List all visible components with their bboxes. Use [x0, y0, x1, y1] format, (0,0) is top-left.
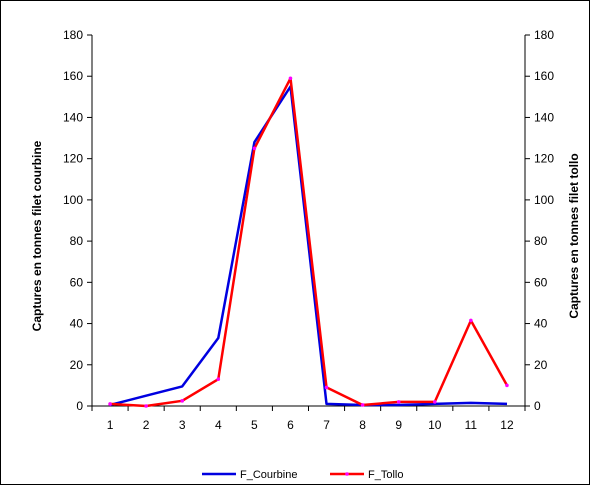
data-point-f-tollo	[180, 399, 185, 403]
x-tick-label: 11	[465, 418, 478, 432]
data-point-f-tollo	[469, 318, 473, 323]
y-tick-label-right: 100	[534, 193, 554, 207]
y-tick-label-right: 120	[534, 152, 554, 166]
x-tick-label: 10	[428, 418, 442, 432]
legend: F_Courbine F_Tollo	[202, 469, 403, 481]
data-point-f-tollo	[505, 383, 509, 388]
x-tick-label: 1	[107, 418, 114, 432]
x-axis: 1 2 3 4 5 6 7 8 9 10 11 12	[91, 405, 526, 432]
data-point-f-tollo	[396, 400, 401, 404]
y-axis-title-right: Captures en tonnes filet tollo	[567, 153, 581, 318]
y-tick-label-right: 140	[534, 110, 554, 124]
data-point-f-tollo	[324, 385, 329, 390]
series-layer	[108, 76, 509, 408]
data-point-f-tollo	[108, 402, 112, 406]
legend-marker	[345, 472, 349, 476]
y-tick-label-left: 80	[70, 234, 84, 248]
y-tick-label-left: 120	[63, 152, 83, 166]
x-tick-label: 12	[500, 418, 514, 432]
y-axis-title-left: Captures en tonnes filet courbine	[30, 140, 44, 331]
y-tick-label-left: 100	[63, 193, 83, 207]
x-tick-label: 4	[215, 418, 222, 432]
x-tick-label: 6	[287, 418, 294, 432]
series-line-f-tollo	[109, 77, 509, 408]
y-tick-label-right: 180	[534, 28, 554, 42]
y-tick-label-right: 40	[534, 317, 548, 331]
y-tick-label-left: 0	[76, 399, 83, 413]
y-tick-label-left: 180	[63, 28, 83, 42]
x-tick-label: 2	[143, 418, 150, 432]
y-tick-label-right: 160	[534, 69, 554, 83]
data-point-f-tollo	[144, 404, 148, 408]
x-tick-label: 5	[251, 418, 258, 432]
data-point-f-tollo	[360, 403, 365, 407]
data-point-f-tollo	[288, 76, 293, 81]
x-tick-label: 9	[395, 418, 402, 432]
y-tick-label-right: 60	[534, 275, 548, 289]
series-line-f-courbine	[109, 85, 508, 407]
data-point-f-tollo	[216, 377, 221, 382]
x-tick-label: 8	[359, 418, 366, 432]
data-point-f-tollo	[432, 400, 437, 404]
x-tick-label: 3	[179, 418, 186, 432]
y-axis-left: 0 20 40 60 80 100 120 140 160 180	[63, 28, 93, 413]
legend-label: F_Courbine	[240, 469, 297, 481]
y-tick-label-left: 20	[70, 358, 84, 372]
y-tick-label-right: 0	[534, 399, 541, 413]
data-point-f-tollo	[252, 146, 257, 151]
y-tick-label-left: 60	[70, 275, 84, 289]
legend-label: F_Tollo	[368, 469, 403, 481]
y-tick-label-left: 40	[70, 317, 84, 331]
y-tick-label-left: 140	[63, 110, 83, 124]
y-tick-label-left: 160	[63, 69, 83, 83]
y-tick-label-right: 20	[534, 358, 548, 372]
y-axis-right: 0 20 40 60 80 100 120 140 160 180	[524, 28, 554, 413]
y-tick-label-right: 80	[534, 234, 548, 248]
x-tick-label: 7	[323, 418, 330, 432]
